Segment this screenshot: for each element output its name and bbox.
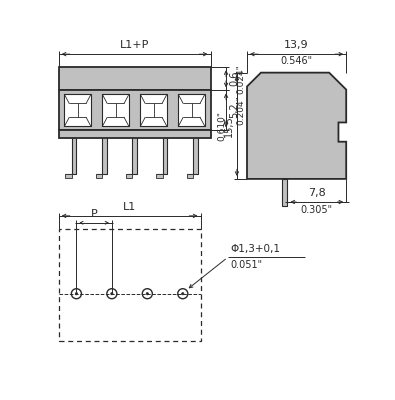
Text: Φ1,3+0,1: Φ1,3+0,1 [231, 244, 281, 254]
Circle shape [75, 292, 77, 295]
Bar [102, 94, 129, 126]
Bar [59, 67, 211, 90]
Text: 13,9: 13,9 [284, 40, 309, 50]
Bar [282, 179, 288, 206]
Circle shape [111, 292, 113, 295]
Bar [193, 138, 198, 174]
Bar [102, 138, 107, 174]
Bar [178, 94, 205, 126]
Text: 15,5: 15,5 [224, 115, 234, 137]
Text: 0.051": 0.051" [231, 260, 263, 270]
Bar [59, 90, 211, 130]
Bar [59, 229, 201, 341]
Text: 0.305": 0.305" [301, 205, 333, 215]
Bar [59, 130, 211, 138]
Bar [132, 138, 137, 174]
Text: 0.546": 0.546" [280, 56, 313, 66]
Bar [156, 174, 163, 178]
Text: 7,8: 7,8 [308, 188, 326, 198]
Bar [163, 138, 167, 174]
Polygon shape [247, 73, 346, 179]
Text: 0.024": 0.024" [236, 64, 245, 94]
Text: 0.204": 0.204" [236, 96, 245, 125]
Bar [65, 174, 71, 178]
Circle shape [182, 292, 184, 295]
Circle shape [146, 292, 149, 295]
Text: 5,2: 5,2 [229, 102, 239, 118]
Text: 0,6: 0,6 [229, 71, 239, 86]
Text: P: P [91, 209, 98, 219]
Bar [64, 94, 91, 126]
Bar [140, 94, 167, 126]
Bar [187, 174, 193, 178]
Bar [126, 174, 132, 178]
Text: L1+P: L1+P [120, 40, 149, 50]
Bar [96, 174, 102, 178]
Text: 0.610": 0.610" [218, 111, 227, 141]
Bar [71, 138, 76, 174]
Text: L1: L1 [123, 202, 136, 212]
